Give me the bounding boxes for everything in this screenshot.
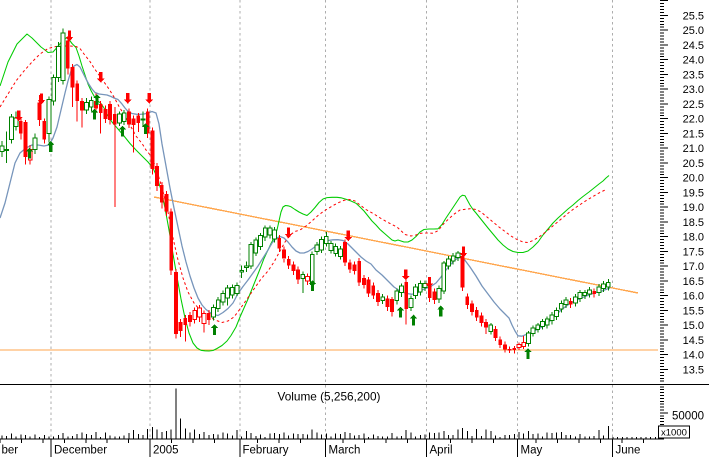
svg-text:22.5: 22.5 <box>683 99 704 111</box>
svg-text:25.0: 25.0 <box>683 25 704 37</box>
svg-text:17.5: 17.5 <box>683 246 704 258</box>
svg-text:17.0: 17.0 <box>683 261 704 273</box>
svg-text:15.0: 15.0 <box>683 320 704 332</box>
svg-text:x1000: x1000 <box>661 428 687 439</box>
svg-text:June: June <box>616 445 641 457</box>
svg-text:Volume (5,256,200): Volume (5,256,200) <box>278 390 381 404</box>
svg-text:24.5: 24.5 <box>683 40 704 52</box>
svg-text:20.0: 20.0 <box>683 173 704 185</box>
svg-text:16.0: 16.0 <box>683 291 704 303</box>
svg-text:16.5: 16.5 <box>683 276 704 288</box>
svg-text:14.0: 14.0 <box>683 350 704 362</box>
svg-text:23.0: 23.0 <box>683 84 704 96</box>
svg-text:19.5: 19.5 <box>683 187 704 199</box>
svg-text:23.5: 23.5 <box>683 69 704 81</box>
svg-text:25.5: 25.5 <box>683 10 704 22</box>
svg-text:18.5: 18.5 <box>683 217 704 229</box>
svg-text:April: April <box>430 445 453 457</box>
svg-text:February: February <box>243 445 289 457</box>
svg-text:18.0: 18.0 <box>683 232 704 244</box>
svg-text:March: March <box>329 445 361 457</box>
svg-text:May: May <box>521 445 543 457</box>
svg-text:14.5: 14.5 <box>683 335 704 347</box>
svg-text:20.5: 20.5 <box>683 158 704 170</box>
svg-text:50000: 50000 <box>672 411 704 423</box>
svg-text:15.5: 15.5 <box>683 305 704 317</box>
svg-text:2005: 2005 <box>153 445 179 457</box>
svg-text:19.0: 19.0 <box>683 202 704 214</box>
svg-text:December: December <box>54 445 107 457</box>
svg-text:24.0: 24.0 <box>683 55 704 67</box>
svg-text:ber: ber <box>2 445 19 457</box>
svg-text:21.0: 21.0 <box>683 143 704 155</box>
svg-text:21.5: 21.5 <box>683 128 704 140</box>
svg-text:22.0: 22.0 <box>683 114 704 126</box>
svg-text:13.5: 13.5 <box>683 364 704 376</box>
